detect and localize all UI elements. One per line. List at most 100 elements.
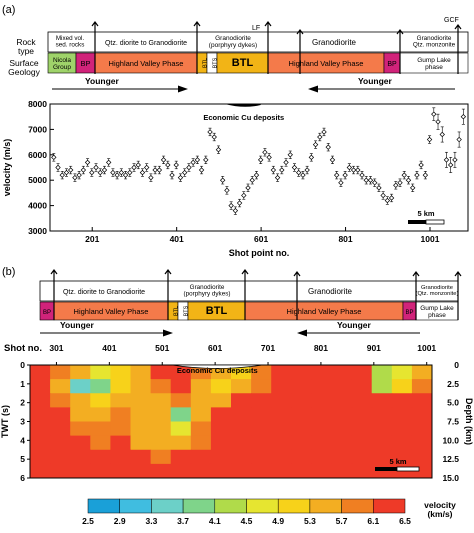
- data-point: [215, 145, 222, 154]
- data-point: [139, 168, 146, 177]
- x-axis-label-b: Shot no.: [4, 343, 42, 354]
- heatmap-cell: [311, 393, 332, 408]
- heatmap-cell: [291, 435, 312, 451]
- heatmap-cell: [371, 463, 393, 479]
- heatmap-cell: [190, 421, 212, 437]
- heatmap-cell: [70, 365, 91, 380]
- heatmap-cell: [130, 393, 152, 408]
- heatmap-cell: [130, 463, 152, 479]
- heatmap-cell: [231, 407, 252, 422]
- heatmap-cell: [251, 449, 272, 465]
- rock-type-b-1: Granodiorite (porphyry dykes): [184, 284, 231, 298]
- heatmap-cell: [331, 421, 353, 437]
- heatmap-cell: [170, 407, 192, 422]
- heatmap-cell: [70, 407, 91, 422]
- rock-type-b-3: Granodiorite (Qtz. monzonite): [416, 285, 459, 297]
- heatmap-cell: [331, 407, 353, 422]
- heatmap-cell: [190, 393, 212, 408]
- heatmap-cell: [311, 421, 332, 437]
- economic-deposit-label-b: Economic Cu deposits: [177, 366, 258, 375]
- data-point: [135, 160, 141, 170]
- data-point: [67, 165, 74, 175]
- x-axis-label-a: Shot point no.: [229, 248, 289, 258]
- fault-mark-b-4: [412, 271, 420, 320]
- colorbar-swatch: [277, 498, 311, 514]
- panel-b-unit-label-5: Highland Valley Phase: [287, 307, 362, 316]
- data-point: [165, 160, 171, 170]
- panel-a-label: (a): [2, 4, 15, 16]
- svg-text:Younger: Younger: [60, 320, 95, 330]
- x-tick-label-a-3: 801: [338, 234, 352, 244]
- colorbar-swatch: [87, 498, 120, 514]
- heatmap-cell: [170, 379, 192, 394]
- data-point: [418, 160, 424, 170]
- heatmap-cell: [251, 379, 272, 394]
- heatmap-cell: [50, 421, 71, 437]
- data-point: [262, 148, 268, 157]
- heatmap-cell: [50, 393, 71, 408]
- panel-a-unit-label-2: Highland Valley Phase: [109, 59, 184, 68]
- y-tick-label-b-1: 1: [20, 379, 25, 389]
- heatmap-cell: [251, 393, 272, 408]
- fault-mark-a-3: [296, 29, 304, 74]
- heatmap-cell: [130, 407, 152, 422]
- heatmap-cell: [150, 449, 172, 465]
- data-point: [148, 173, 154, 182]
- heatmap-cell: [170, 421, 192, 437]
- data-point: [350, 165, 357, 175]
- heatmap-cell: [351, 421, 373, 437]
- fault-mark-b-3: [293, 271, 301, 320]
- plot-frame-a: [49, 103, 469, 232]
- heatmap-cell: [271, 435, 292, 451]
- heatmap-cell: [110, 365, 131, 380]
- x-tick-label-b-5: 801: [314, 343, 328, 353]
- x-tick-label-b-7: 1001: [417, 343, 436, 353]
- data-point: [105, 158, 112, 167]
- heatmap-cell: [391, 393, 413, 408]
- heatmap-cell: [170, 449, 192, 465]
- data-point: [312, 140, 319, 149]
- heatmap-cell: [231, 393, 252, 408]
- heatmap-cell: [351, 365, 373, 380]
- data-point: [452, 151, 458, 168]
- data-point: [224, 186, 230, 195]
- data-point: [435, 113, 441, 130]
- heatmap-cell: [50, 379, 71, 394]
- colorbar-swatch: [246, 498, 279, 514]
- heatmap-cell: [50, 449, 71, 465]
- fault-label-lf: LF: [252, 25, 260, 32]
- heatmap-cell: [90, 365, 111, 380]
- heatmap-cell: [371, 435, 393, 451]
- heatmap-cell: [271, 407, 292, 422]
- colorbar-label: velocity (km/s): [424, 500, 456, 519]
- heatmap-cell: [411, 435, 433, 451]
- heatmap-cell: [371, 449, 393, 465]
- heatmap-cell: [331, 463, 353, 479]
- heatmap-cell: [251, 407, 272, 422]
- colorbar-tick-label-6: 4.9: [272, 516, 284, 526]
- heatmap-cell: [231, 365, 252, 380]
- heatmap-cell: [271, 365, 292, 380]
- heatmap-cell: [210, 463, 232, 479]
- x-tick-label-b-0: 301: [49, 343, 63, 353]
- heatmap-cell: [291, 407, 312, 422]
- y-tick-label-b-3: 3: [20, 417, 25, 427]
- data-point: [295, 168, 302, 177]
- heatmap-cell: [291, 421, 312, 437]
- heatmap-cell: [351, 379, 373, 394]
- y-tick-label-b-2: 2: [20, 398, 25, 408]
- data-point: [253, 171, 260, 180]
- heatmap-cell: [291, 379, 312, 394]
- x-tick-label-a-4: 1001: [421, 234, 440, 244]
- heatmap-cell: [150, 393, 172, 408]
- heatmap-cell: [70, 379, 91, 394]
- depth-tick-label-3: 7.5: [447, 417, 459, 427]
- rock-type-label: Rock type: [16, 37, 36, 56]
- data-point: [219, 176, 226, 185]
- data-point: [245, 183, 251, 192]
- heatmap-cell: [190, 449, 212, 465]
- heatmap-cell: [30, 393, 51, 408]
- heatmap-cell: [411, 379, 433, 394]
